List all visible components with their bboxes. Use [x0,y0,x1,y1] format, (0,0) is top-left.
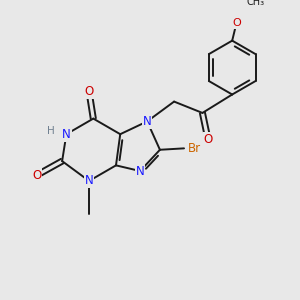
Text: Br: Br [188,142,201,155]
Text: O: O [232,18,241,28]
Text: H: H [47,126,55,136]
Text: O: O [84,85,94,98]
Text: N: N [85,175,93,188]
Text: CH₃: CH₃ [247,0,265,8]
Text: O: O [203,134,213,146]
Text: O: O [32,169,41,182]
Text: N: N [62,128,71,141]
Text: N: N [136,164,145,178]
Text: N: N [143,115,152,128]
